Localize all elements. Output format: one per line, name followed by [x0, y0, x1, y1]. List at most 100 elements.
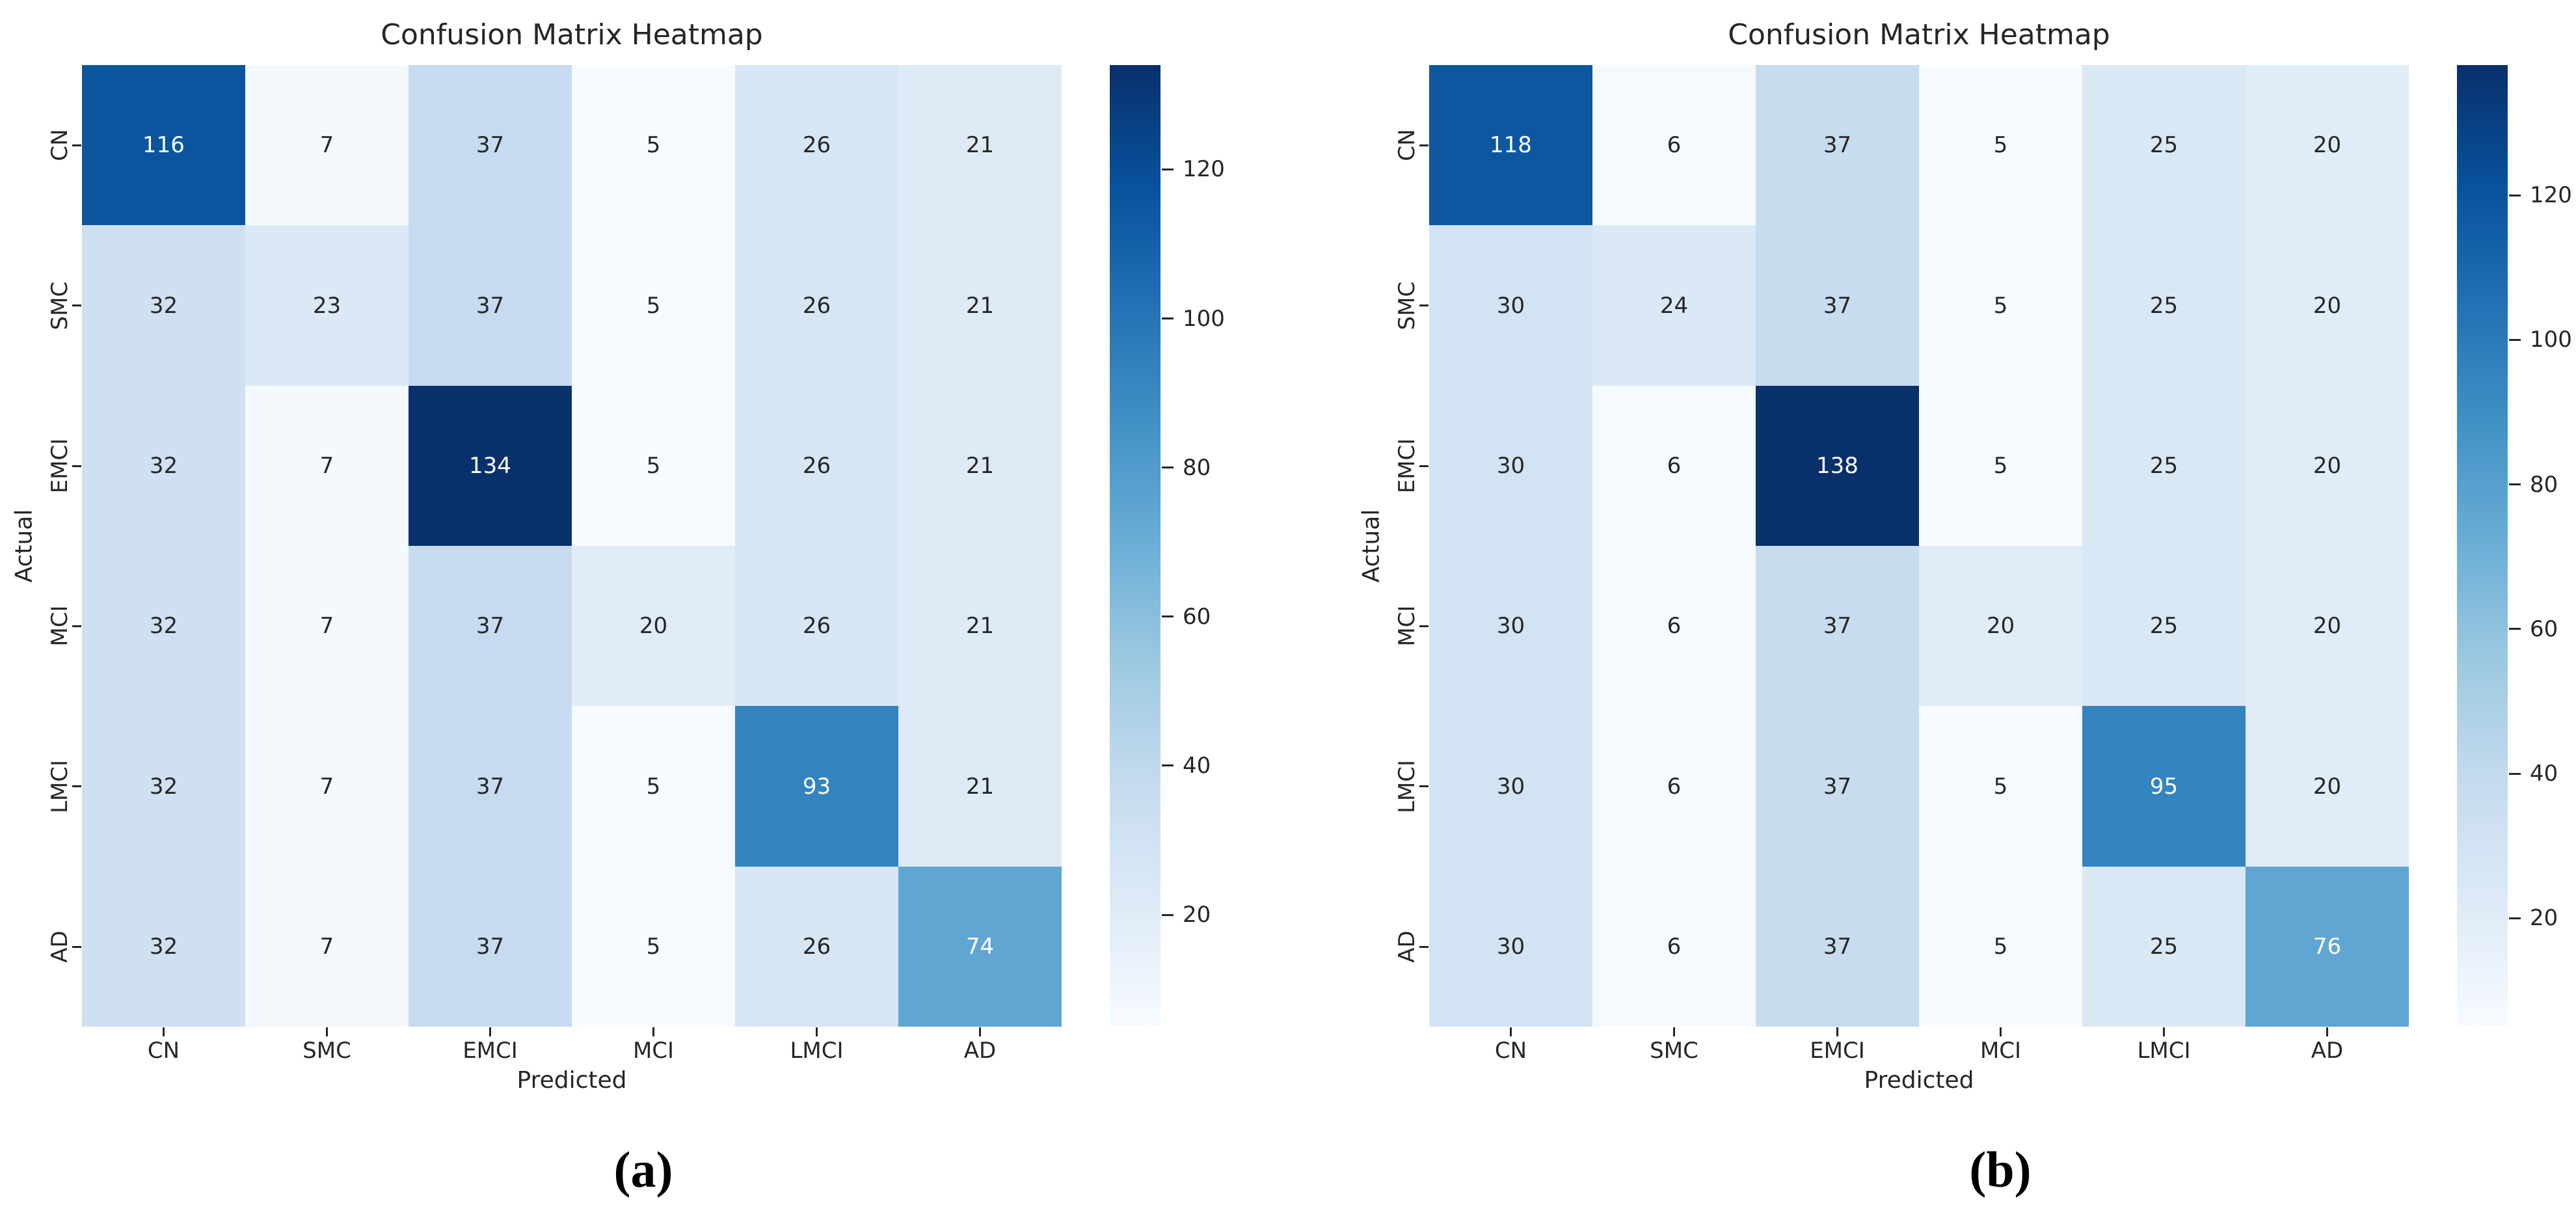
cell-value: 20 [2313, 132, 2342, 158]
heatmap-cell: 25 [2082, 65, 2246, 225]
colorbar [1110, 65, 1161, 1027]
heatmap-cell: 7 [245, 706, 409, 867]
cell-value: 37 [476, 613, 505, 639]
heatmap-cell: 5 [572, 706, 735, 867]
heatmap-cell: 95 [2082, 706, 2246, 867]
cell-value: 30 [1496, 934, 1525, 960]
cell-value: 7 [319, 453, 334, 479]
heatmap-cell: 7 [245, 65, 409, 225]
cell-value: 6 [1667, 773, 1682, 800]
colorbar-tick-label: 100 [1183, 305, 1225, 332]
y-tick-label: AD [1394, 930, 1420, 963]
x-tick-label: EMCI [1810, 1038, 1865, 1064]
cell-value: 21 [965, 453, 995, 479]
colorbar-tick-mark [1162, 168, 1174, 170]
heatmap-cell: 116 [82, 65, 245, 225]
colorbar-tick-label: 100 [2530, 327, 2572, 353]
heatmap-cell: 20 [2246, 706, 2409, 867]
y-tick-mark [1419, 945, 1429, 948]
cell-value: 21 [965, 613, 995, 639]
heatmap-cell: 6 [1592, 386, 1756, 546]
heatmap-cell: 37 [1756, 225, 1919, 386]
confusion-matrix-panel-a: Confusion Matrix Heatmap Actual 116 7 37 5 2… [10, 19, 1225, 1195]
cell-value: 32 [149, 292, 178, 319]
cell-value: 30 [1496, 773, 1525, 800]
y-tick-label: LMCI [1394, 759, 1420, 813]
subfigure-caption: (b) [1969, 1141, 2032, 1198]
x-tick-mark [2163, 1027, 2165, 1036]
y-tick-label: SMC [1394, 281, 1420, 330]
cell-value: 30 [1496, 453, 1525, 479]
heatmap-cell: 26 [735, 867, 898, 1027]
colorbar-tick-label: 20 [2530, 905, 2558, 932]
cell-value: 5 [646, 773, 661, 800]
heatmap-cell: 134 [409, 386, 572, 546]
cell-value: 5 [646, 132, 661, 158]
heatmap-cell: 26 [735, 386, 898, 546]
cell-value: 134 [469, 453, 511, 479]
y-tick-label: MCI [47, 605, 73, 647]
cell-value: 37 [1823, 132, 1852, 158]
cell-value: 25 [2149, 613, 2179, 639]
colorbar-tick-label: 120 [2530, 182, 2572, 209]
heatmap-cell: 37 [409, 65, 572, 225]
x-tick-label: CN [147, 1038, 180, 1064]
cell-value: 5 [1993, 934, 2008, 960]
heatmap-cell: 21 [898, 386, 1062, 546]
x-tick-label: EMCI [463, 1038, 518, 1064]
heatmap-cell: 30 [1429, 706, 1592, 867]
x-tick-label: AD [2311, 1038, 2344, 1064]
heatmap-cell: 21 [898, 65, 1062, 225]
y-tick-mark [1419, 144, 1429, 146]
cell-value: 7 [319, 613, 334, 639]
colorbar-tick-label: 40 [2530, 761, 2558, 787]
x-tick-label: AD [963, 1038, 997, 1064]
heatmap-cell: 37 [409, 225, 572, 386]
cell-value: 25 [2149, 934, 2179, 960]
cell-value: 37 [476, 292, 505, 319]
cell-value: 20 [2313, 292, 2342, 319]
y-tick-mark [72, 785, 81, 787]
heatmap-cell: 118 [1429, 65, 1592, 225]
heatmap-cell: 24 [1592, 225, 1756, 386]
x-tick-label: LMCI [2137, 1038, 2191, 1064]
x-tick-mark [326, 1027, 328, 1036]
cell-value: 23 [312, 292, 342, 319]
heatmap-cell: 37 [1756, 546, 1919, 706]
heatmap-cell: 32 [82, 867, 245, 1027]
y-axis-label: Actual [10, 509, 38, 583]
confusion-matrix-panel-b: Confusion Matrix Heatmap Actual 118 6 37 5 2… [1288, 0, 2576, 1216]
y-tick-mark [1419, 304, 1429, 306]
cell-value: 5 [646, 934, 661, 960]
heatmap-cell: 30 [1429, 225, 1592, 386]
heatmap-cell: 21 [898, 546, 1062, 706]
heatmap-cell: 25 [2082, 867, 2246, 1027]
heatmap-cell: 32 [82, 706, 245, 867]
colorbar-tick-mark [2509, 483, 2521, 486]
cell-value: 37 [1823, 773, 1852, 800]
x-tick-mark [816, 1027, 818, 1036]
chart-title: Confusion Matrix Heatmap [1728, 18, 2110, 51]
cell-value: 116 [142, 132, 185, 158]
cell-value: 30 [1496, 292, 1525, 319]
heatmap-cell: 74 [898, 867, 1062, 1027]
heatmap-cell: 30 [1429, 867, 1592, 1027]
colorbar-tick-mark [2509, 917, 2521, 919]
heatmap-cell: 37 [1756, 867, 1919, 1027]
heatmap-cell: 5 [572, 225, 735, 386]
y-tick-mark [72, 144, 81, 146]
heatmap-cell: 20 [2246, 65, 2409, 225]
cell-value: 25 [2149, 132, 2179, 158]
y-tick-label: LMCI [47, 759, 73, 813]
cell-value: 24 [1659, 292, 1689, 319]
x-tick-mark [489, 1027, 491, 1036]
cell-value: 5 [646, 453, 661, 479]
cell-value: 32 [149, 773, 178, 800]
heatmap-cell: 5 [572, 867, 735, 1027]
cell-value: 20 [639, 613, 668, 639]
heatmap-cell: 6 [1592, 867, 1756, 1027]
y-tick-mark [72, 945, 81, 948]
heatmap-cell: 5 [1919, 867, 2082, 1027]
y-tick-mark [1419, 625, 1429, 627]
